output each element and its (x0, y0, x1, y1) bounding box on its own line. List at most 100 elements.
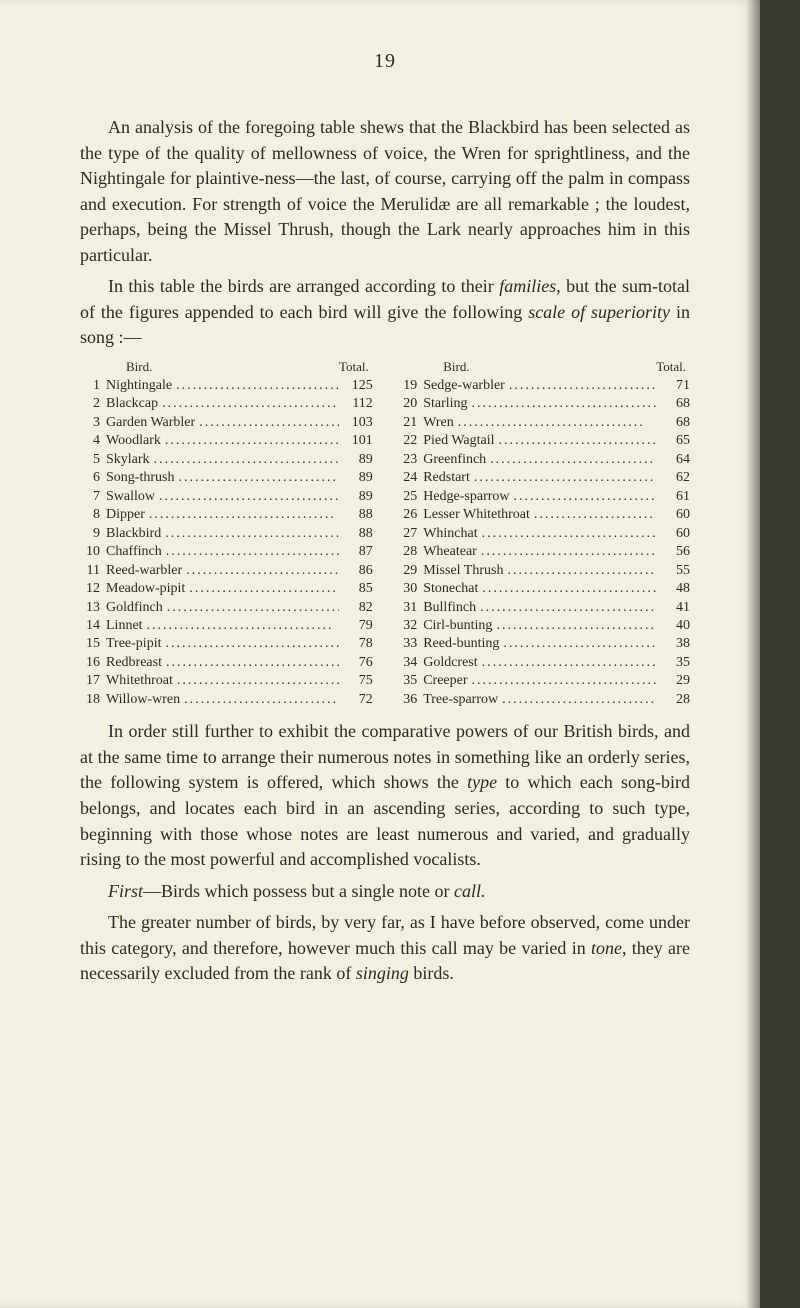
row-total: 112 (343, 395, 373, 413)
table-row: 30Stonechat48 (397, 580, 690, 598)
row-number: 15 (80, 635, 100, 653)
row-number: 36 (397, 691, 417, 709)
table-row: 13 Goldfinch 82 (80, 599, 373, 617)
row-bird-name: Goldfinch (106, 599, 163, 617)
row-bird-name: Starling (423, 395, 467, 413)
row-total: 72 (343, 691, 373, 709)
row-total: 88 (343, 506, 373, 524)
table-row: 16Redbreast76 (80, 654, 373, 672)
table-row: 8Dipper88 (80, 506, 373, 524)
row-total: 28 (660, 691, 690, 709)
row-number: 26 (397, 506, 417, 524)
row-bird-name: Hedge-sparrow (423, 488, 509, 506)
row-dots (165, 432, 339, 450)
row-total: 64 (660, 451, 690, 469)
row-dots (507, 562, 656, 580)
row-number: 16 (80, 654, 100, 672)
row-dots (166, 654, 339, 672)
row-dots (165, 525, 339, 543)
table-row: 17Whitethroat75 (80, 672, 373, 690)
row-total: 89 (343, 469, 373, 487)
row-number: 19 (397, 377, 417, 395)
row-bird-name: Chaffinch (106, 543, 162, 561)
row-total: 76 (343, 654, 373, 672)
table-row: 29Missel Thrush55 (397, 562, 690, 580)
table-row: 28Wheatear56 (397, 543, 690, 561)
table-left-column: Bird. Total. 1Nightingale1252Blackcap112… (80, 359, 373, 709)
row-bird-name: Redstart (423, 469, 470, 487)
table-row: 14Linnet79 (80, 617, 373, 635)
row-dots (165, 635, 338, 653)
p4-text-b: —Birds which possess but a single note o… (143, 881, 454, 901)
row-dots (496, 617, 656, 635)
row-dots (480, 599, 656, 617)
row-total: 82 (343, 599, 373, 617)
row-total: 56 (660, 543, 690, 561)
p2-italic-families: families (499, 276, 556, 296)
table-row: 10Chaffinch87 (80, 543, 373, 561)
bird-table: Bird. Total. 1Nightingale1252Blackcap112… (80, 359, 690, 709)
table-row: 27Whinchat60 (397, 525, 690, 543)
row-dots (482, 654, 656, 672)
table-row: 35Creeper29 (397, 672, 690, 690)
row-bird-name: Wren (423, 414, 454, 432)
p3-italic-type: type (467, 772, 497, 792)
table-row: 18Willow-wren72 (80, 691, 373, 709)
row-bird-name: Pied Wagtail (423, 432, 494, 450)
table-row: 36Tree-sparrow28 (397, 691, 690, 709)
row-bird-name: Cirl-bunting (423, 617, 492, 635)
p5-italic-singing: singing (356, 963, 409, 983)
p2-text-a: In this table the birds are arranged acc… (108, 276, 499, 296)
paragraph-1: An analysis of the foregoing table shews… (80, 115, 690, 268)
row-number: 23 (397, 451, 417, 469)
row-total: 68 (660, 414, 690, 432)
row-number: 30 (397, 580, 417, 598)
paragraph-3: In order still further to exhibit the co… (80, 719, 690, 872)
row-dots (482, 580, 656, 598)
row-number: 1 (80, 377, 100, 395)
row-number: 17 (80, 672, 100, 690)
table-row: 25Hedge-sparrow61 (397, 488, 690, 506)
row-bird-name: Meadow-pipit (106, 580, 185, 598)
row-total: 68 (660, 395, 690, 413)
row-total: 40 (660, 617, 690, 635)
table-row: 11Reed-warbler86 (80, 562, 373, 580)
row-total: 79 (343, 617, 373, 635)
row-dots (166, 543, 339, 561)
row-bird-name: Garden Warbler (106, 414, 195, 432)
row-number: 9 (80, 525, 100, 543)
row-number: 32 (397, 617, 417, 635)
row-dots (186, 562, 339, 580)
book-spine-shadow (760, 0, 800, 1308)
p2-italic-scale: scale of superiority (528, 302, 670, 322)
row-dots (154, 451, 339, 469)
table-row: 9Blackbird88 (80, 525, 373, 543)
row-bird-name: Linnet (106, 617, 143, 635)
row-number: 13 (80, 599, 100, 617)
row-total: 41 (660, 599, 690, 617)
header-bird-left: Bird. (126, 359, 152, 375)
table-row: 23Greenfinch64 (397, 451, 690, 469)
row-total: 89 (343, 488, 373, 506)
row-dots (502, 691, 656, 709)
row-dots (458, 414, 656, 432)
table-row: 21 Wren 68 (397, 414, 690, 432)
row-number: 21 (397, 414, 417, 432)
row-total: 60 (660, 525, 690, 543)
row-total: 101 (343, 432, 373, 450)
row-total: 61 (660, 488, 690, 506)
table-row: 3Garden Warbler103 (80, 414, 373, 432)
row-number: 24 (397, 469, 417, 487)
table-row: 15Tree-pipit78 (80, 635, 373, 653)
row-dots (159, 488, 339, 506)
table-right-column: Bird. Total. 19Sedge-warbler7120Starling… (397, 359, 690, 709)
row-dots (514, 488, 657, 506)
table-row: 24Redstart62 (397, 469, 690, 487)
table-row: 2Blackcap112 (80, 395, 373, 413)
row-total: 125 (343, 377, 373, 395)
page: 19 An analysis of the foregoing table sh… (0, 0, 760, 1308)
table-row: 22Pied Wagtail65 (397, 432, 690, 450)
row-bird-name: Woodlark (106, 432, 161, 450)
row-total: 89 (343, 451, 373, 469)
table-row: 19Sedge-warbler71 (397, 377, 690, 395)
